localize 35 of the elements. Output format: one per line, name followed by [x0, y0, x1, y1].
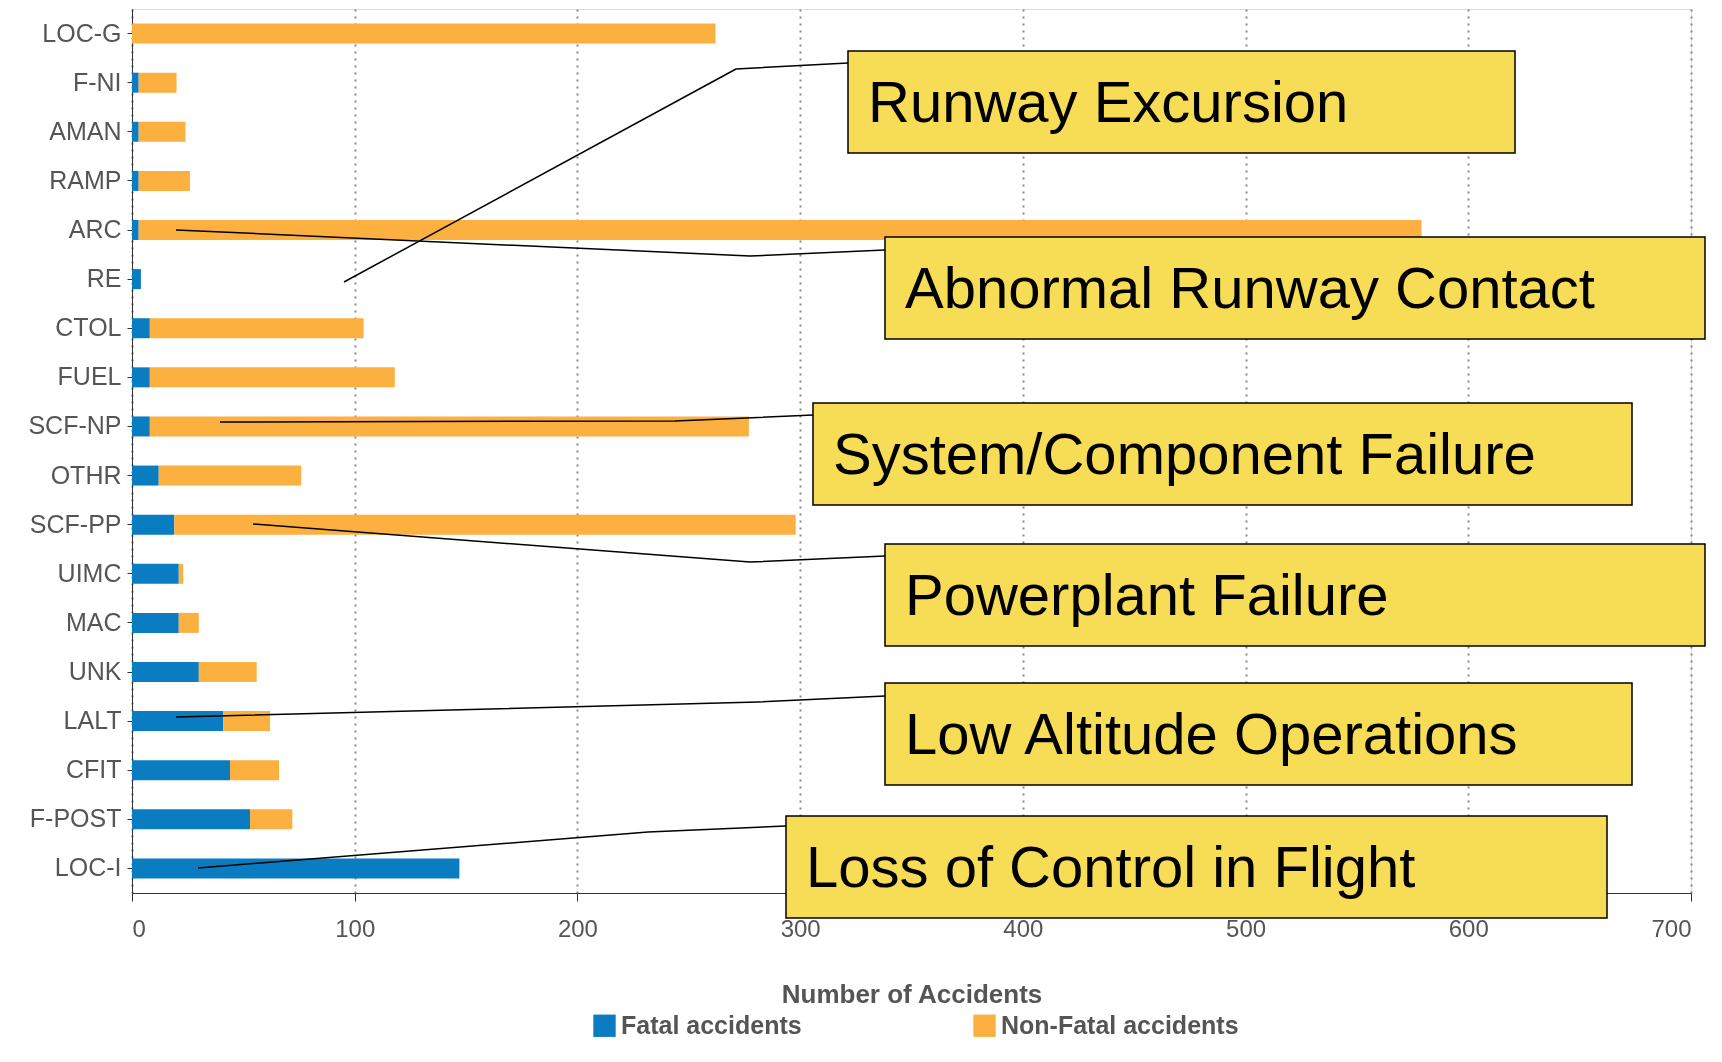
x-tick-label: 700: [1651, 914, 1692, 942]
y-tick-label: LOC-I: [54, 853, 122, 882]
legend-label: Fatal accidents: [621, 1010, 802, 1039]
y-tick-label: SCF-NP: [28, 411, 122, 440]
y-tick-label: SCF-PP: [29, 509, 122, 538]
annotation: System/Component Failure: [833, 421, 1536, 486]
y-tick-label: LALT: [63, 706, 122, 735]
annotation: Abnormal Runway Contact: [905, 255, 1595, 320]
y-tick-label: FUEL: [57, 362, 122, 391]
y-tick-label: RE: [86, 264, 122, 293]
y-tick-label: UIMC: [57, 558, 122, 587]
y-tick-label: F-NI: [72, 67, 122, 96]
y-tick-label: UNK: [68, 657, 122, 685]
x-tick-label: 200: [557, 914, 598, 942]
y-tick-label: F-POST: [29, 804, 122, 833]
y-tick-label: RAMP: [49, 165, 122, 194]
y-tick-label: LOC-G: [42, 18, 122, 47]
y-tick-label: ARC: [68, 215, 122, 243]
annotation: Loss of Control in Flight: [806, 834, 1416, 899]
y-tick-label: MAC: [65, 607, 122, 636]
x-axis-title: Number of Accidents: [781, 978, 1043, 1009]
annotation: Low Altitude Operations: [905, 701, 1518, 766]
x-tick-label: 0: [132, 914, 146, 942]
x-tick-label: 100: [335, 914, 376, 942]
y-tick-label: CFIT: [65, 755, 122, 784]
x-tick-label: 400: [1003, 914, 1044, 942]
y-tick-label: AMAN: [49, 116, 122, 145]
x-tick-label: 600: [1448, 914, 1489, 942]
annotation: Powerplant Failure: [905, 562, 1389, 627]
y-tick-label: OTHR: [50, 460, 122, 489]
x-tick-label: 300: [780, 914, 821, 942]
legend-label: Non-Fatal accidents: [1001, 1010, 1239, 1039]
x-tick-label: 500: [1226, 914, 1267, 942]
y-tick-label: CTOL: [55, 313, 122, 342]
annotation: Runway Excursion: [868, 69, 1349, 134]
